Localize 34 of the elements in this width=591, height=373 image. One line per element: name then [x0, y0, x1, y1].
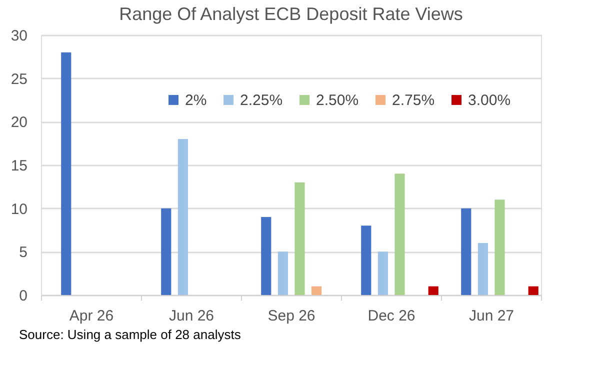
legend-label: 2.50%	[316, 92, 359, 109]
bar	[478, 243, 488, 295]
bar	[161, 208, 172, 295]
x-tick-label: Sep 26	[268, 308, 316, 324]
y-tick-label: 5	[19, 244, 28, 262]
legend-label: 2%	[185, 92, 207, 109]
x-tick-label: Dec 26	[368, 308, 416, 324]
bar	[312, 286, 322, 295]
bar	[61, 52, 72, 295]
bar	[294, 182, 305, 295]
bar	[461, 208, 472, 295]
x-tick-label: Apr 26	[69, 308, 114, 324]
bar	[394, 174, 405, 295]
y-tick-label: 30	[10, 28, 28, 44]
y-tick-label: 0	[19, 288, 28, 304]
y-tick-label: 15	[10, 158, 28, 174]
bar	[494, 200, 505, 295]
chart-title: Range Of Analyst ECB Deposit Rate Views	[119, 4, 463, 24]
source-note: Source: Using a sample of 28 analysts	[19, 327, 242, 342]
y-tick-label: 10	[10, 200, 28, 218]
bar	[261, 217, 272, 295]
legend-label: 2.25%	[240, 92, 283, 109]
bar	[278, 252, 288, 295]
bar	[178, 139, 188, 295]
y-tick-label: 25	[10, 70, 28, 88]
bar	[428, 286, 438, 295]
bar	[361, 226, 372, 295]
legend-label: 2.75%	[392, 92, 435, 109]
bar	[378, 252, 388, 295]
legend-label: 3.00%	[468, 92, 511, 109]
x-tick-label: Jun 26	[168, 308, 214, 324]
y-tick-label: 20	[10, 114, 28, 132]
bar	[528, 286, 538, 295]
x-tick-label: Jun 27	[468, 308, 514, 324]
